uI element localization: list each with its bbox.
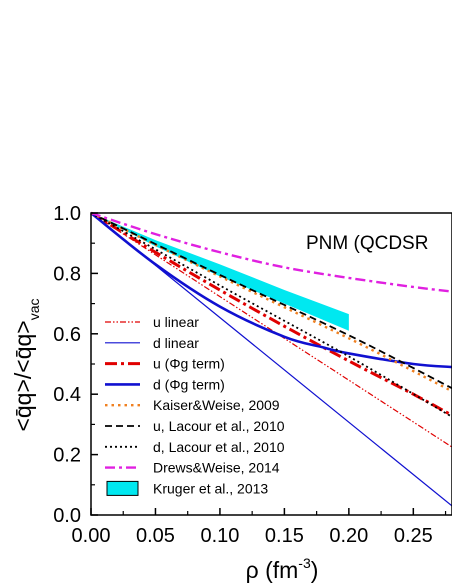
legend-item-d-lacour-et-al-2010: d, Lacour et al., 2010 [105, 439, 285, 455]
ticks-layer: 0.00 0.05 0.10 0.15 0.20 0.25 0.0 0.2 0.4 0.6 0.8 1… [53, 203, 447, 547]
y-tick-label: 0.6 [53, 324, 81, 346]
y-tick-label: 0.4 [53, 384, 81, 406]
y-axis-label: <q̄q>/<q̄q>vac [10, 298, 42, 431]
legend-item-u-g-term: u (Φg term) [105, 356, 225, 372]
legend-label: d, Lacour et al., 2010 [153, 439, 285, 455]
legend-label: Kruger et al., 2013 [153, 480, 268, 496]
y-tick-label: 1.0 [53, 203, 81, 225]
x-axis-label: ρ (fm-3) [246, 555, 319, 583]
legend-item-drews-weise-2014: Drews&Weise, 2014 [105, 460, 280, 476]
legend-label: Drews&Weise, 2014 [153, 460, 280, 476]
legend-label: Kaiser&Weise, 2009 [153, 397, 280, 413]
chart-annotation: PNM (QCDSR [306, 233, 428, 254]
legend-label: u (Φg term) [153, 356, 225, 372]
x-tick-label: 0.00 [72, 525, 111, 547]
x-tick-label: 0.25 [394, 525, 433, 547]
legend-item-kruger-et-al-2013: Kruger et al., 2013 [106, 480, 268, 496]
legend-swatch [106, 480, 139, 496]
y-tick-label: 0.8 [53, 263, 81, 285]
x-tick-label: 0.05 [136, 525, 175, 547]
y-tick-label: 0.0 [53, 505, 81, 527]
legend-label: u linear [153, 314, 199, 330]
legend-label: d (Φg term) [153, 376, 225, 392]
legend-item-u-lacour-et-al-2010: u, Lacour et al., 2010 [105, 418, 285, 434]
series-line-u-linear [90, 212, 452, 448]
legend-label: d linear [153, 335, 199, 351]
x-tick-label: 0.20 [329, 525, 368, 547]
x-tick-label: 0.15 [265, 525, 304, 547]
x-tick-label: 0.10 [200, 525, 239, 547]
band-layer [91, 213, 349, 331]
legend-item-kaiser-weise-2009: Kaiser&Weise, 2009 [105, 397, 280, 413]
band-kruger-et-al-2013 [91, 213, 349, 331]
series-line-u-lacour-et-al-2010 [90, 212, 452, 389]
legend-item-u-linear: u linear [105, 314, 199, 330]
y-tick-label: 0.2 [53, 445, 81, 467]
legend-item-d-linear: d linear [105, 335, 199, 351]
legend-label: u, Lacour et al., 2010 [153, 418, 285, 434]
series-line-u-g-term [90, 211, 452, 417]
legend: u linear d linear u (Φg term) d (Φg term) Ka… [105, 314, 285, 496]
legend-item-d-g-term: d (Φg term) [105, 376, 225, 392]
series-line-d-lacour-et-al-2010 [90, 212, 452, 418]
series-layer [90, 211, 452, 507]
series-line-drews-weise-2014 [90, 211, 452, 293]
